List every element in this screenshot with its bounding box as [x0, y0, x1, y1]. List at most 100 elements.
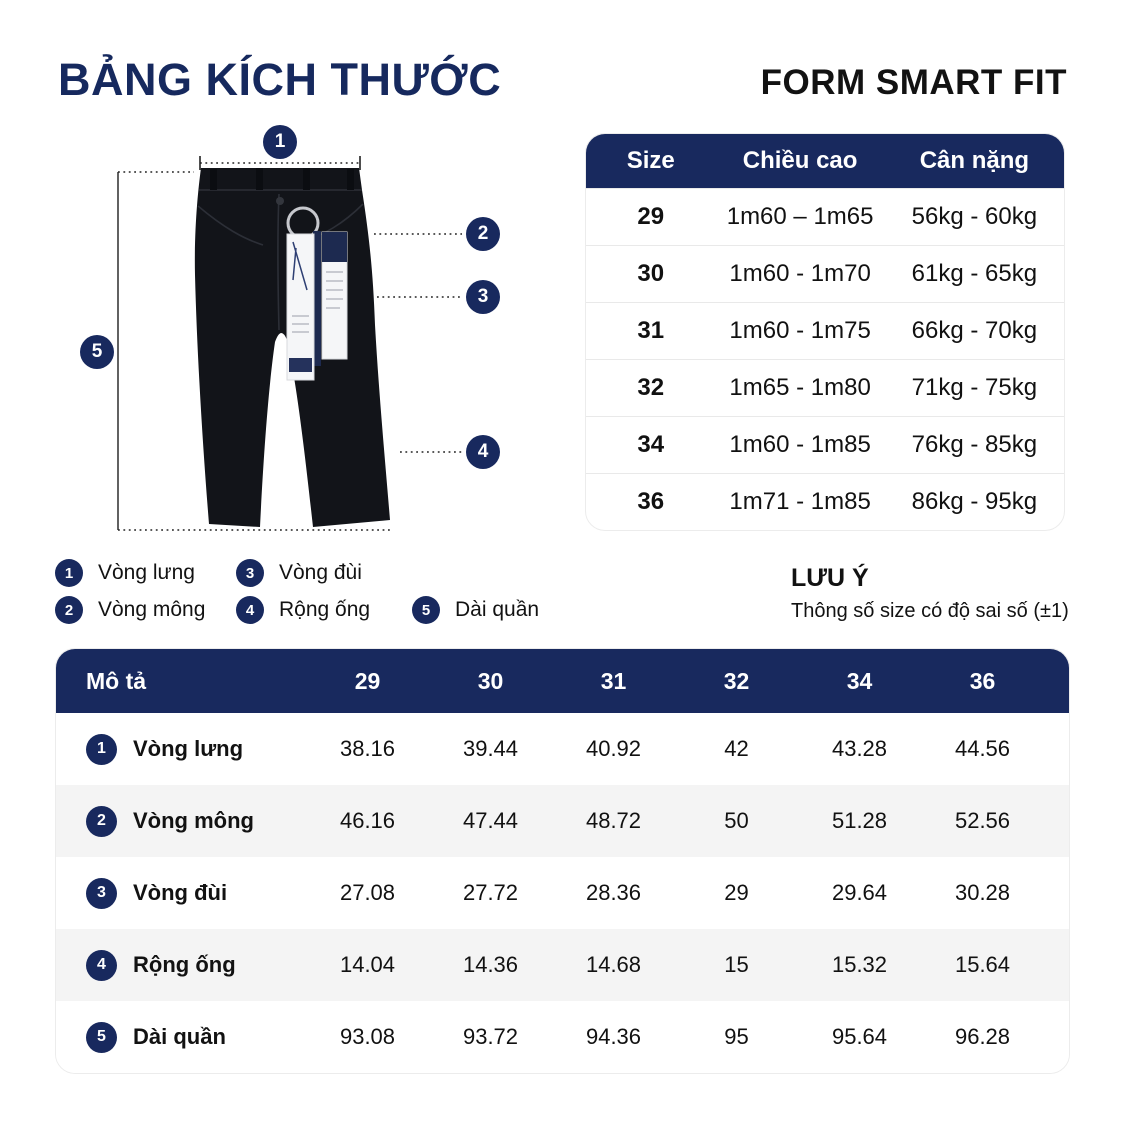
measure-value: 94.36: [585, 1024, 642, 1049]
size-29-col-header: 29: [354, 667, 381, 694]
measure-value: 15: [724, 952, 749, 977]
diagram-badge-leg-opening: 4: [466, 435, 500, 469]
legend-label: Dài quần: [455, 598, 540, 621]
measure-value: 39.44: [462, 736, 519, 761]
measurements-table-header: Mô tả 29 30 31 32 34 36: [56, 649, 1069, 713]
diagram-badge-waist: 1: [263, 125, 297, 159]
note-block: LƯU Ý Thông số size có độ sai số (±1): [791, 564, 1069, 623]
diagram-badge-hip: 2: [466, 217, 500, 251]
row-badge: 3: [86, 877, 117, 909]
weight-cell: 61kg - 65kg: [911, 260, 1038, 287]
size-cell: 30: [637, 260, 665, 287]
row-label: Vòng đùi: [133, 880, 228, 905]
size-cell: 34: [637, 431, 665, 458]
weight-cell: 71kg - 75kg: [911, 374, 1038, 401]
row-badge: 5: [86, 1021, 117, 1053]
size-table-header: Size Chiều cao Cân nặng: [586, 134, 1064, 188]
row-label: Vòng lưng: [133, 736, 244, 761]
legend-label: Rộng ống: [279, 598, 371, 621]
measure-row-length: 5 Dài quần 93.08 93.72 94.36 95 95.64 96…: [56, 1001, 1069, 1073]
size-table-row: 32 1m65 - 1m80 71kg - 75kg: [586, 359, 1064, 416]
size-table-row: 36 1m71 - 1m85 86kg - 95kg: [586, 473, 1064, 530]
note-text: Thông số size có độ sai số (±1): [791, 600, 1069, 622]
measure-value: 51.28: [831, 808, 888, 833]
measure-value: 30.28: [954, 880, 1011, 905]
measure-value: 95: [724, 1024, 749, 1049]
measure-value: 50: [724, 808, 749, 833]
measure-row-hip: 2 Vòng mông 46.16 47.44 48.72 50 51.28 5…: [56, 785, 1069, 857]
measure-row-thigh: 3 Vòng đùi 27.08 27.72 28.36 29 29.64 30…: [56, 857, 1069, 929]
legend-item-waist: 1 Vòng lưng: [55, 559, 195, 587]
measure-value: 52.56: [954, 808, 1011, 833]
legend-badge: 3: [236, 559, 264, 587]
height-cell: 1m71 - 1m85: [729, 488, 871, 515]
size-table-row: 34 1m60 - 1m85 76kg - 85kg: [586, 416, 1064, 473]
row-badge: 1: [86, 733, 117, 765]
measure-value: 14.04: [339, 952, 396, 977]
measure-value: 27.08: [339, 880, 396, 905]
size-cell: 36: [637, 488, 665, 515]
weight-cell: 76kg - 85kg: [911, 431, 1038, 458]
weight-cell: 56kg - 60kg: [911, 203, 1038, 230]
size-cell: 32: [637, 374, 665, 401]
measure-value: 47.44: [462, 808, 519, 833]
size-col-header: Size: [626, 147, 675, 174]
size-31-col-header: 31: [600, 667, 627, 694]
jeans-diagram-image: [117, 156, 462, 531]
measure-value: 28.36: [585, 880, 642, 905]
measure-value: 93.72: [462, 1024, 519, 1049]
measure-row-waist: 1 Vòng lưng 38.16 39.44 40.92 42 43.28 4…: [56, 713, 1069, 785]
measurements-table: Mô tả 29 30 31 32 34 36 1 Vòng lưng 38.1…: [55, 648, 1070, 1074]
size-table-row: 29 1m60 – 1m65 56kg - 60kg: [586, 188, 1064, 245]
measure-value: 14.36: [462, 952, 519, 977]
legend-label: Vòng mông: [98, 598, 206, 621]
size-32-col-header: 32: [723, 667, 750, 694]
size-cell: 31: [637, 317, 665, 344]
measure-value: 93.08: [339, 1024, 396, 1049]
measure-value: 27.72: [462, 880, 519, 905]
legend-item-hip: 2 Vòng mông: [55, 596, 205, 624]
size-table-row: 30 1m60 - 1m70 61kg - 65kg: [586, 245, 1064, 302]
measure-row-leg-opening: 4 Rộng ống 14.04 14.36 14.68 15 15.32 15…: [56, 929, 1069, 1001]
measure-value: 15.64: [954, 952, 1011, 977]
legend-badge: 4: [236, 596, 264, 624]
legend-label: Vòng lưng: [98, 561, 195, 584]
row-label: Dài quần: [133, 1024, 226, 1049]
measure-value: 29: [724, 880, 749, 905]
size-30-col-header: 30: [477, 667, 504, 694]
row-badge: 4: [86, 949, 117, 981]
legend-item-thigh: 3 Vòng đùi: [236, 559, 362, 587]
page-title: BẢNG KÍCH THƯỚC: [58, 54, 502, 105]
measure-value: 15.32: [831, 952, 888, 977]
note-title: LƯU Ý: [791, 564, 869, 592]
measure-value: 48.72: [585, 808, 642, 833]
legend-badge: 2: [55, 596, 83, 624]
height-cell: 1m60 - 1m85: [729, 431, 871, 458]
legend-badge: 1: [55, 559, 83, 587]
size-table-row: 31 1m60 - 1m75 66kg - 70kg: [586, 302, 1064, 359]
measure-value: 38.16: [339, 736, 396, 761]
legend-item-length: 5 Dài quần: [412, 596, 539, 624]
description-col-header: Mô tả: [86, 667, 147, 694]
height-col-header: Chiều cao: [742, 147, 858, 174]
measure-value: 14.68: [585, 952, 642, 977]
measure-value: 44.56: [954, 736, 1011, 761]
row-label: Vòng mông: [133, 808, 254, 833]
measure-value: 95.64: [831, 1024, 888, 1049]
weight-col-header: Cân nặng: [919, 147, 1030, 174]
weight-cell: 86kg - 95kg: [911, 488, 1038, 515]
diagram-badge-length: 5: [80, 335, 114, 369]
measure-value: 96.28: [954, 1024, 1011, 1049]
size-34-col-header: 34: [846, 667, 873, 694]
size-table: Size Chiều cao Cân nặng 29 1m60 – 1m65 5…: [585, 133, 1065, 531]
measure-value: 46.16: [339, 808, 396, 833]
height-cell: 1m65 - 1m80: [729, 374, 871, 401]
legend-item-leg-opening: 4 Rộng ống: [236, 596, 370, 624]
measure-value: 42: [724, 736, 749, 761]
height-cell: 1m60 - 1m70: [729, 260, 871, 287]
diagram-badge-thigh: 3: [466, 280, 500, 314]
size-cell: 29: [637, 203, 665, 230]
legend-label: Vòng đùi: [279, 561, 362, 584]
height-cell: 1m60 – 1m65: [726, 203, 874, 230]
